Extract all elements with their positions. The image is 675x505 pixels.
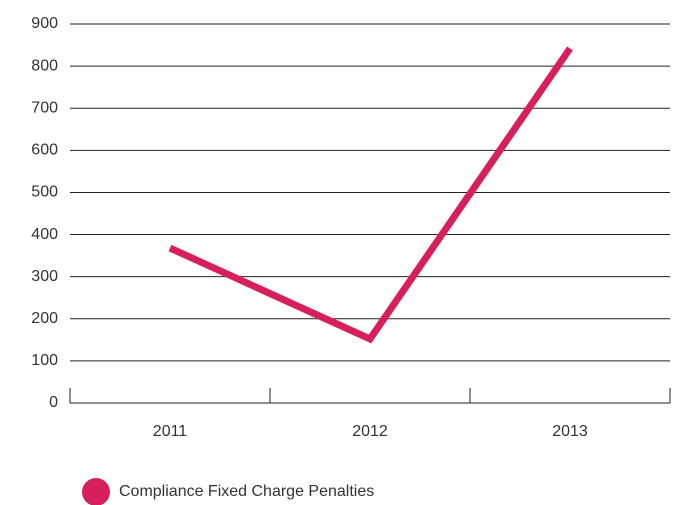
y-tick-label: 600 [31,142,58,159]
line [168,46,573,344]
x-tick-label: 2012 [352,423,388,440]
y-tick-label: 200 [31,310,58,327]
x-tick-label: 2013 [552,423,588,440]
y-tick-label: 100 [31,352,58,369]
y-tick-label: 500 [31,184,58,201]
y-tick-label: 300 [31,268,58,285]
legend-swatch [82,478,110,505]
y-tick-label: 700 [31,99,58,116]
y-tick-label: 0 [49,394,58,411]
legend-label: Compliance Fixed Charge Penalties [119,483,374,500]
y-tick-label: 900 [31,15,58,32]
y-tick-label: 400 [31,226,58,243]
x-tick-label: 2011 [153,423,188,440]
y-tick-label: 800 [31,57,58,74]
